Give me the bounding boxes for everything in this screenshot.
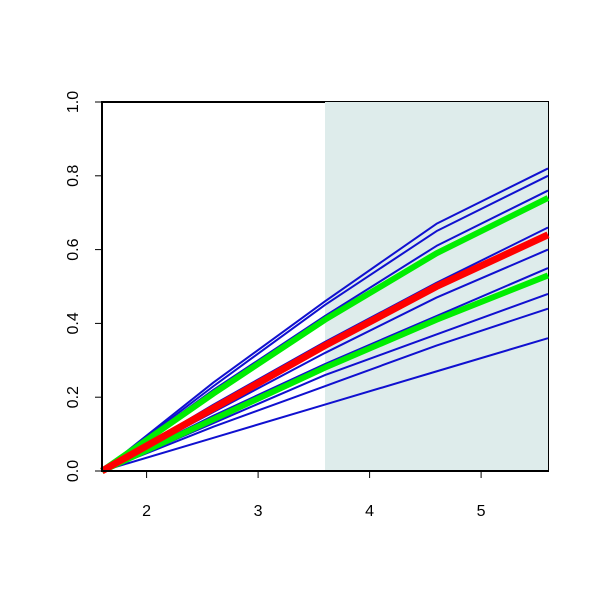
series-line [101, 167, 549, 472]
y-tick-label: 0.4 [65, 312, 82, 334]
x-tick-label: 4 [365, 503, 374, 520]
series-line [100, 231, 550, 475]
y-tick-label: 0.0 [65, 460, 82, 482]
series-line [101, 307, 549, 472]
x-tick-label: 3 [254, 503, 263, 520]
y-tick-label: 0.2 [65, 386, 82, 408]
series-line [101, 337, 549, 472]
x-tick-label: 5 [477, 503, 486, 520]
series-line [101, 174, 549, 472]
y-tick-label: 1.0 [65, 91, 82, 113]
series-line [100, 195, 550, 474]
y-tick-label: 0.8 [65, 165, 82, 187]
x-tick-label: 2 [142, 503, 151, 520]
series-line [100, 272, 550, 474]
y-tick-label: 0.6 [65, 238, 82, 260]
